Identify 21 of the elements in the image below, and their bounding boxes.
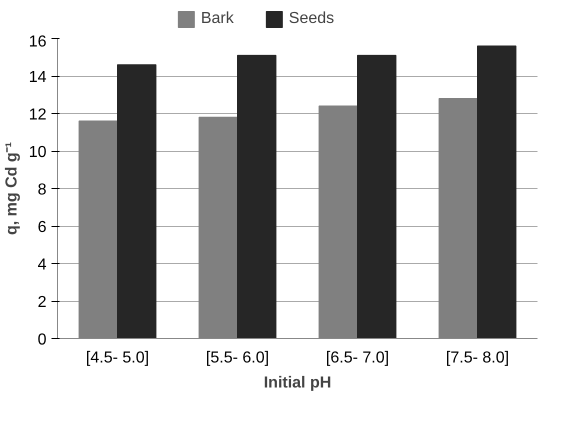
y-tick-label: 4 (38, 256, 47, 274)
legend-label: Bark (200, 10, 234, 28)
y-tick-label: 0 (38, 332, 47, 348)
y-tick-label: 16 (28, 34, 47, 50)
bar (237, 54, 276, 338)
x-tick-label: [4.5- 5.0] (86, 350, 150, 366)
x-tick-label: [5.5- 6.0] (206, 350, 270, 366)
bar (357, 54, 396, 338)
y-tick-label: 8 (38, 182, 47, 198)
x-tick-label: [6.5- 7.0] (326, 350, 390, 366)
x-tick-label: [7.5- 8.0] (446, 350, 510, 366)
y-tick-label: 12 (28, 106, 47, 124)
bar (117, 64, 156, 338)
y-tick-label: 2 (38, 294, 47, 311)
y-axis-title: q, mg Cd g⁻¹ (4, 142, 21, 235)
y-tick-label: 10 (28, 144, 47, 161)
y-tick-label: 6 (38, 219, 47, 236)
y-tick-label: 14 (28, 69, 47, 86)
x-axis-title: Initial pH (264, 374, 332, 392)
legend-label: Seeds (288, 10, 334, 28)
bar (477, 46, 516, 338)
